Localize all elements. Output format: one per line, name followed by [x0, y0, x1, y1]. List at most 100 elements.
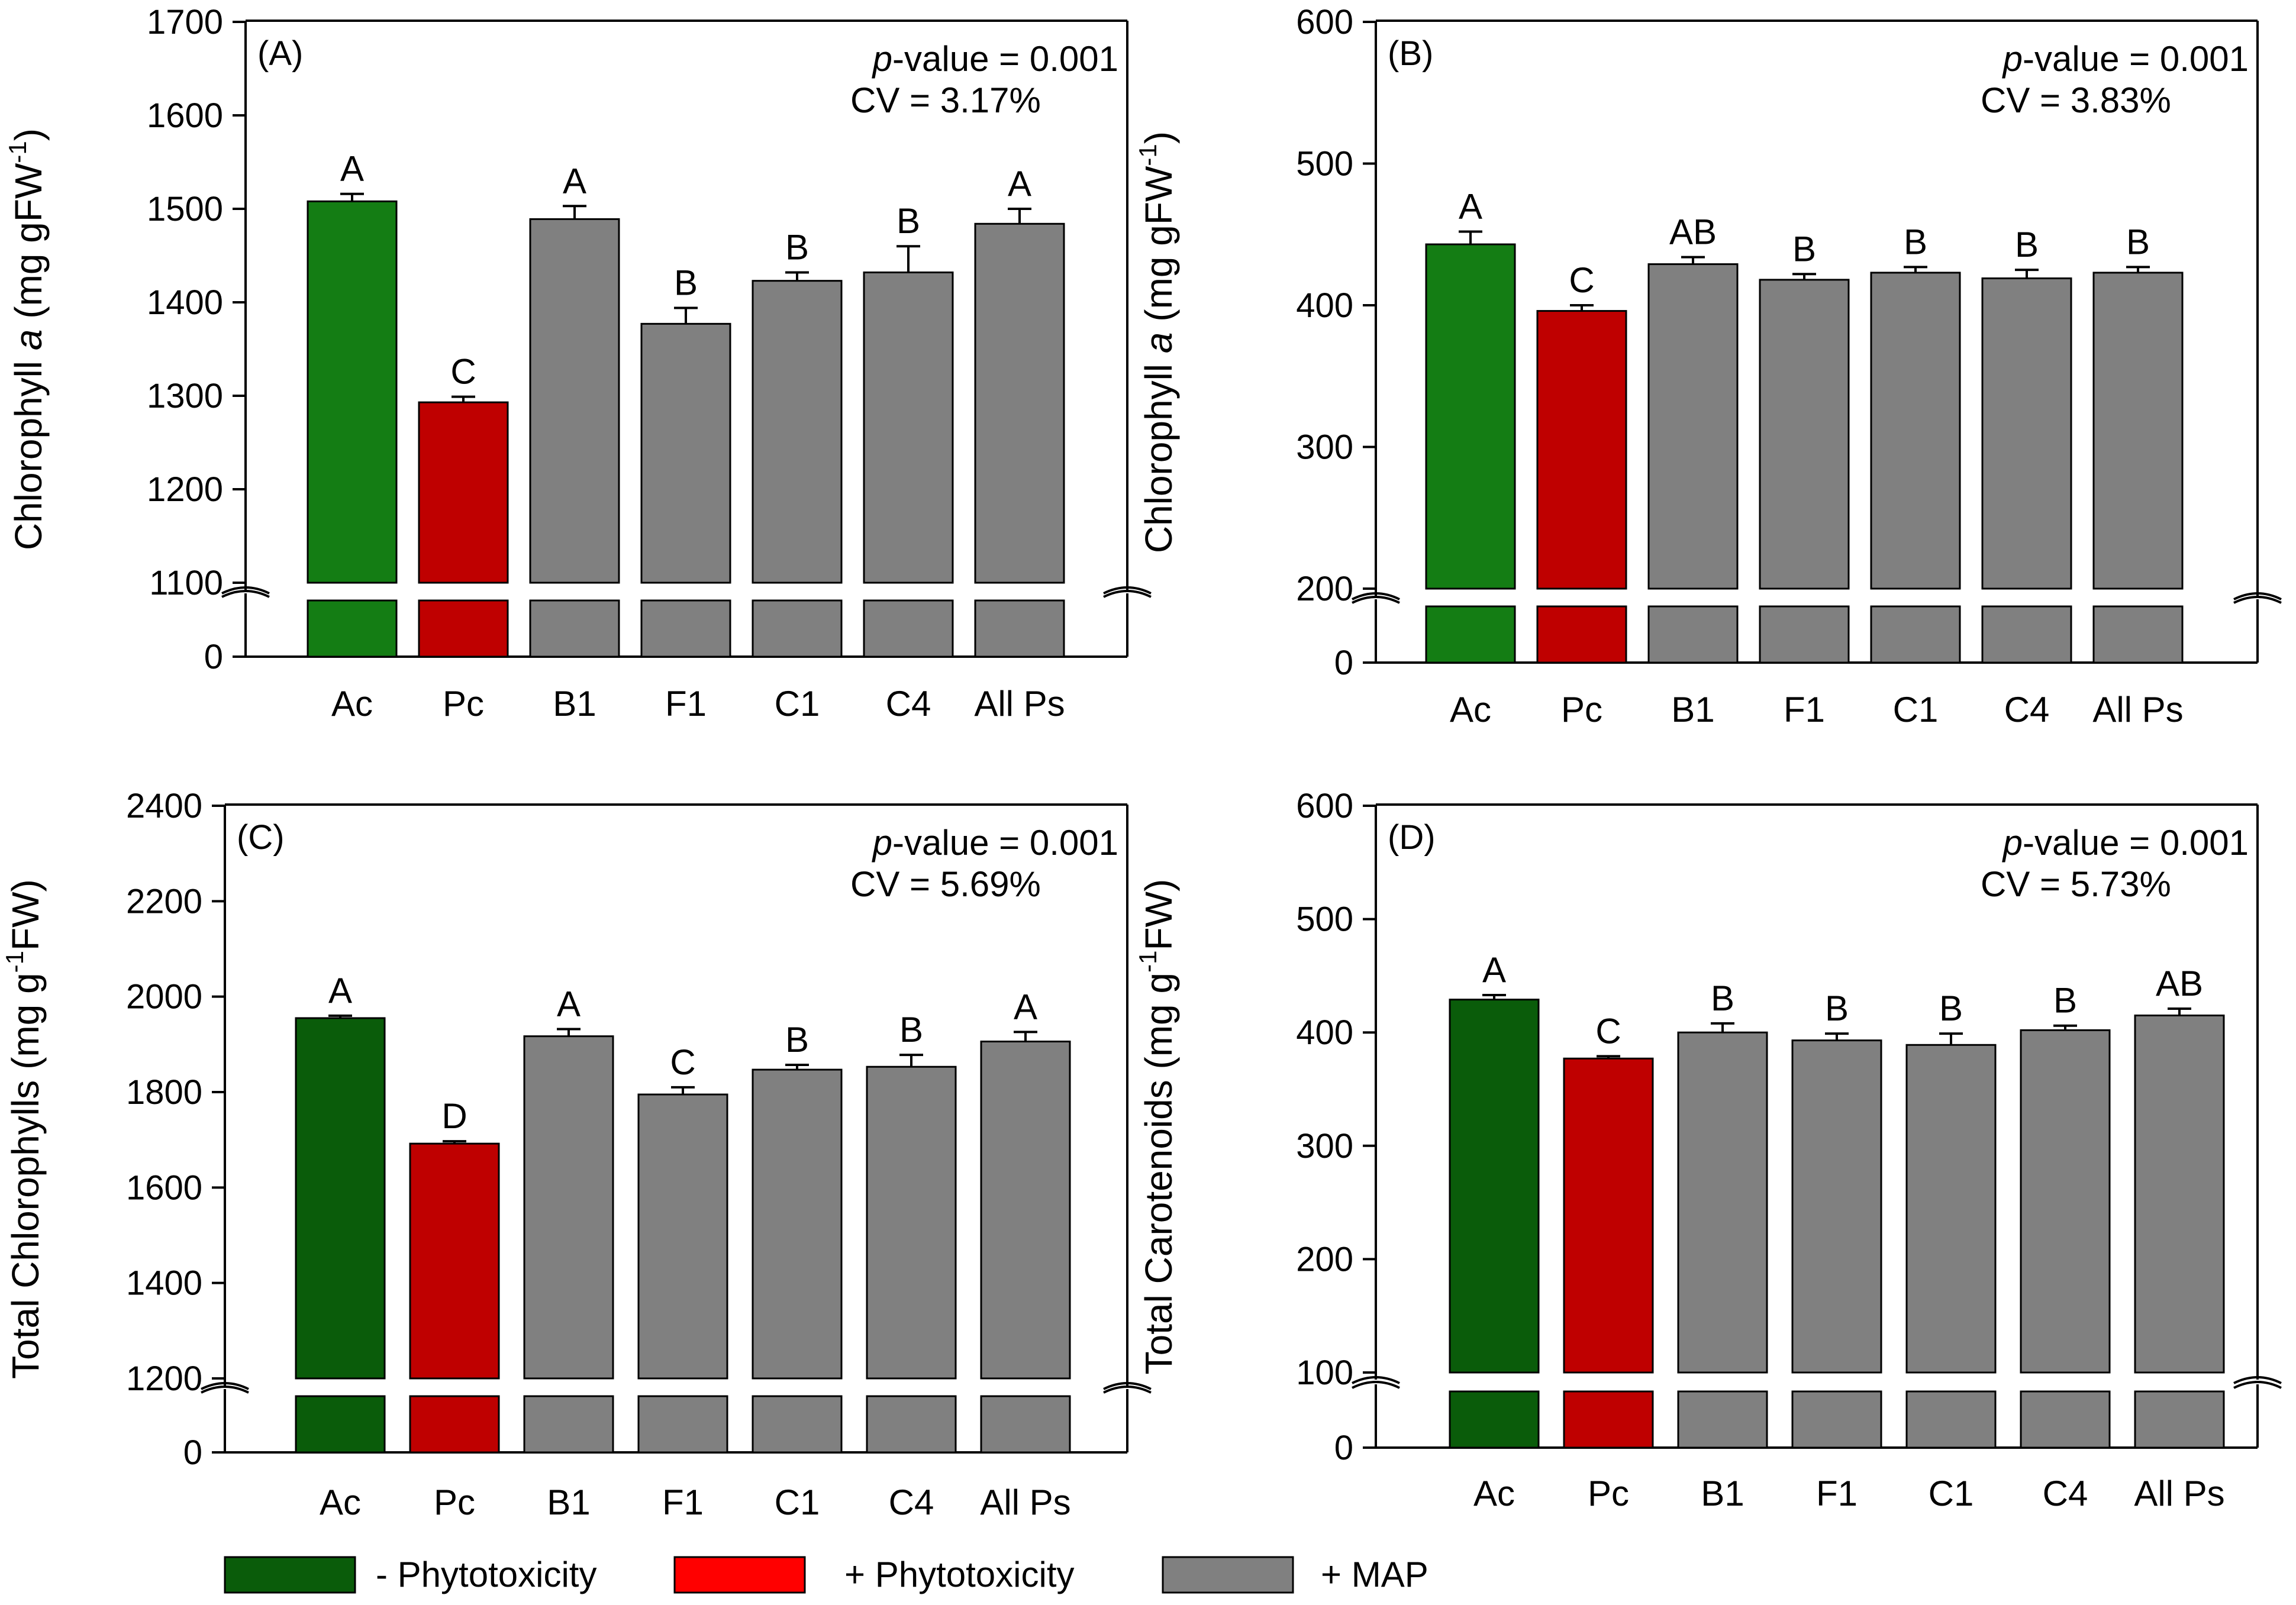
axis-break-right-lower — [2233, 596, 2282, 604]
axis-break-left-upper — [201, 1382, 249, 1390]
y-tick-label: 1100 — [149, 564, 223, 602]
significance-letter: A — [328, 971, 352, 1010]
y-tick-label: 0 — [204, 638, 223, 676]
y-tick-label: 500 — [1296, 145, 1353, 183]
axis-break-right-lower — [2233, 1381, 2282, 1389]
significance-letter: B — [785, 1020, 809, 1060]
axis-break-left-upper — [1352, 592, 1400, 600]
x-tick-label: Pc — [1561, 690, 1602, 729]
significance-letter: C — [1595, 1011, 1621, 1051]
x-tick-label: F1 — [1784, 690, 1825, 729]
axis-break-right-upper — [1103, 1382, 1152, 1390]
significance-letter: B — [785, 227, 809, 267]
bar-pc — [409, 1142, 500, 1380]
x-tick-label: All Ps — [980, 1483, 1070, 1522]
significance-letter: A — [1482, 950, 1506, 990]
panel-label: (D) — [1388, 818, 1436, 857]
bar-b1 — [1647, 263, 1739, 590]
bar-stub-b1 — [529, 599, 620, 658]
significance-letter: A — [1008, 164, 1031, 204]
bar-c4 — [863, 271, 954, 584]
bar-ac — [1449, 999, 1540, 1374]
bar-all-ps — [2134, 1014, 2225, 1374]
bar-stub-all-ps — [2092, 605, 2184, 664]
y-tick-label: 1400 — [126, 1264, 202, 1303]
axis-break-left-upper — [1352, 1376, 1400, 1384]
y-tick-label: 100 — [1296, 1354, 1353, 1392]
bar-stub-all-ps — [2134, 1390, 2225, 1449]
y-tick-label: 2200 — [126, 882, 202, 921]
y-tick-label: 600 — [1296, 3, 1353, 41]
legend-label: + Phytotoxicity — [844, 1555, 1075, 1594]
bar-all-ps — [2092, 272, 2184, 590]
significance-letter: B — [1711, 978, 1734, 1018]
bar-stub-all-ps — [980, 1395, 1071, 1454]
p-value-label: p-value = 0.001 — [872, 39, 1118, 79]
bar-f1 — [640, 322, 731, 584]
y-tick-label: 400 — [1296, 1013, 1353, 1052]
x-tick-label: Ac — [320, 1483, 361, 1522]
significance-letter: B — [2126, 222, 2150, 261]
legend-label: - Phytotoxicity — [376, 1555, 596, 1594]
x-tick-label: B1 — [547, 1483, 590, 1522]
bar-c1 — [752, 1068, 843, 1380]
bar-stub-b1 — [523, 1395, 614, 1454]
significance-letter: B — [899, 1010, 923, 1049]
panel-label: (B) — [1388, 34, 1433, 73]
bar-stub-pc — [409, 1395, 500, 1454]
bar-pc — [1536, 310, 1627, 590]
x-tick-label: F1 — [1816, 1474, 1858, 1513]
x-tick-label: C1 — [1929, 1474, 1974, 1513]
bar-pc — [1563, 1057, 1654, 1374]
y-tick-label: 400 — [1296, 286, 1353, 325]
significance-letter: C — [670, 1042, 695, 1082]
bar-c4 — [866, 1065, 957, 1380]
bar-ac — [295, 1017, 386, 1380]
legend-swatch — [224, 1556, 356, 1594]
bar-ac — [1425, 243, 1516, 590]
x-tick-label: C1 — [775, 1483, 820, 1522]
y-tick-label: 0 — [183, 1433, 202, 1472]
p-value-label: p-value = 0.001 — [872, 823, 1118, 863]
axis-break-left-upper — [221, 586, 270, 595]
bar-c1 — [752, 280, 843, 584]
significance-letter: C — [450, 352, 476, 392]
bar-f1 — [637, 1093, 728, 1380]
significance-letter: A — [563, 161, 586, 201]
legend-label: + MAP — [1321, 1555, 1428, 1594]
bar-c1 — [1905, 1044, 1997, 1374]
x-tick-label: F1 — [662, 1483, 704, 1522]
axis-break-left-lower — [201, 1386, 249, 1394]
y-axis-label: Total Carotenoids (mg g-1FW) — [1134, 879, 1180, 1375]
y-tick-label: 1600 — [126, 1168, 202, 1207]
y-tick-label: 0 — [1334, 644, 1353, 682]
significance-letter: AB — [1669, 212, 1717, 252]
significance-letter: B — [1825, 989, 1849, 1028]
axis-break-left-lower — [1352, 596, 1400, 604]
x-tick-label: C4 — [2043, 1474, 2088, 1513]
x-tick-label: B1 — [1671, 690, 1714, 729]
y-tick-label: 200 — [1296, 570, 1353, 608]
x-tick-label: B1 — [1701, 1474, 1744, 1513]
cv-label: CV = 5.69% — [850, 864, 1041, 904]
bar-stub-c1 — [752, 599, 843, 658]
bar-b1 — [529, 218, 620, 584]
x-tick-label: C1 — [775, 684, 820, 724]
bar-f1 — [1791, 1039, 1882, 1374]
bar-stub-ac — [295, 1395, 386, 1454]
significance-letter: A — [1459, 186, 1482, 226]
y-tick-label: 200 — [1296, 1240, 1353, 1278]
axis-break-left-lower — [1352, 1381, 1400, 1389]
bar-b1 — [523, 1035, 614, 1380]
cv-label: CV = 3.17% — [850, 80, 1041, 120]
panel-b: 200 300 400 500 600 0 Chlorophyll a (mg gFW-1)… — [1134, 3, 2282, 729]
cv-label: CV = 3.83% — [1981, 80, 2171, 120]
y-tick-label: 300 — [1296, 428, 1353, 467]
significance-letter: AB — [2156, 964, 2203, 1003]
bar-stub-ac — [1425, 605, 1516, 664]
y-tick-label: 2000 — [126, 978, 202, 1016]
x-tick-label: Ac — [1450, 690, 1491, 729]
y-tick-label: 500 — [1296, 900, 1353, 939]
bar-stub-f1 — [640, 599, 731, 658]
